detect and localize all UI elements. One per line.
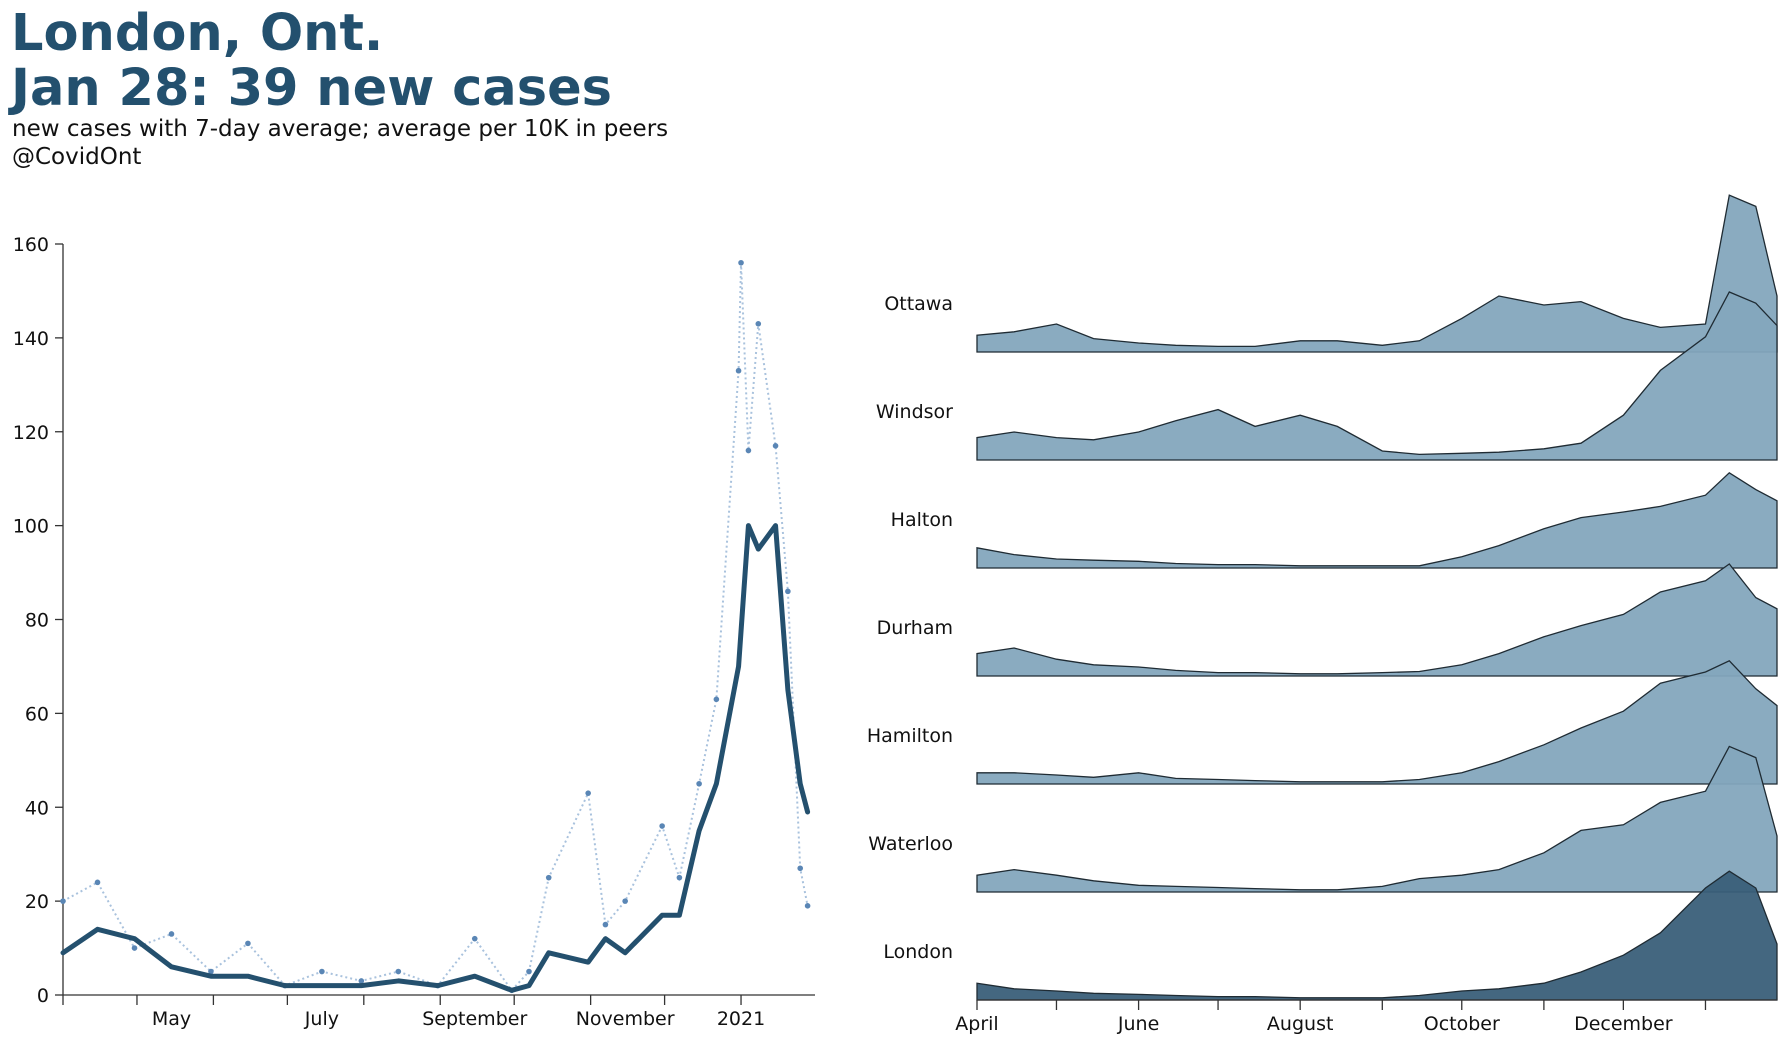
daily-case-point xyxy=(471,935,478,942)
daily-case-point xyxy=(94,879,101,886)
daily-case-point xyxy=(659,823,665,829)
ridge-london xyxy=(976,870,1778,1001)
x-tick-label: July xyxy=(304,1008,339,1030)
ridge-x-tick-label: December xyxy=(1574,1013,1673,1035)
daily-case-point xyxy=(797,865,804,872)
daily-case-point xyxy=(735,367,742,374)
daily-case-point xyxy=(622,898,628,904)
ridge-label-ottawa: Ottawa xyxy=(884,293,953,315)
y-tick-label: 160 xyxy=(13,234,49,256)
chart-title: London, Ont. xyxy=(11,4,384,63)
daily-case-point xyxy=(526,968,532,975)
daily-case-point xyxy=(585,790,591,796)
y-tick-label: 40 xyxy=(25,797,49,819)
ridge-label-waterloo: Waterloo xyxy=(868,833,953,855)
daily-case-point xyxy=(168,931,175,937)
daily-case-point xyxy=(696,780,702,787)
daily-case-point xyxy=(545,874,552,881)
x-tick-label: November xyxy=(576,1008,675,1030)
daily-case-point xyxy=(804,903,811,909)
ridge-halton xyxy=(976,471,1778,569)
y-tick-label: 20 xyxy=(25,891,49,913)
chart-handle: @CovidOnt xyxy=(12,144,142,170)
y-tick-label: 120 xyxy=(13,422,49,444)
daily-case-point xyxy=(713,696,720,703)
ridge-label-durham: Durham xyxy=(877,617,953,639)
ridge-hamilton xyxy=(976,660,1778,785)
ridge-waterloo xyxy=(976,745,1778,893)
daily-case-point xyxy=(745,447,752,454)
ridge-x-tick-label: October xyxy=(1424,1013,1500,1035)
daily-case-point xyxy=(395,968,402,975)
daily-case-point xyxy=(60,898,66,904)
daily-case-point xyxy=(245,940,251,947)
chart-subtitle: new cases with 7-day average; average pe… xyxy=(12,116,669,142)
daily-case-point xyxy=(208,968,214,975)
daily-case-point xyxy=(785,588,791,595)
chart-headline: Jan 28: 39 new cases xyxy=(11,59,613,118)
daily-case-point xyxy=(319,968,325,975)
x-tick-label: 2021 xyxy=(717,1008,765,1030)
daily-case-point xyxy=(755,320,762,327)
x-tick-label: May xyxy=(152,1008,191,1030)
ridge-windsor xyxy=(976,291,1778,461)
y-tick-label: 100 xyxy=(13,516,49,538)
seven-day-average-line xyxy=(60,523,811,993)
daily-case-point xyxy=(131,945,138,951)
y-tick-label: 0 xyxy=(37,985,49,1007)
ridge-label-windsor: Windsor xyxy=(876,401,953,423)
y-tick-label: 140 xyxy=(13,328,49,350)
ridge-durham xyxy=(976,563,1778,677)
ridge-ottawa xyxy=(976,194,1778,353)
y-tick-label: 80 xyxy=(25,610,49,632)
daily-case-point xyxy=(358,978,365,984)
ridge-x-tick-label: June xyxy=(1117,1013,1159,1035)
daily-case-point xyxy=(602,921,609,928)
ridge-label-halton: Halton xyxy=(891,509,953,531)
ridge-x-tick-label: April xyxy=(955,1013,998,1035)
ridge-x-tick-label: August xyxy=(1267,1013,1334,1035)
x-tick-label: September xyxy=(422,1008,527,1030)
y-tick-label: 60 xyxy=(25,703,49,725)
daily-case-point xyxy=(676,874,683,881)
ridge-label-hamilton: Hamilton xyxy=(867,725,953,747)
daily-case-point xyxy=(738,259,744,266)
daily-case-point xyxy=(772,443,779,449)
ridge-label-london: London xyxy=(883,941,953,963)
